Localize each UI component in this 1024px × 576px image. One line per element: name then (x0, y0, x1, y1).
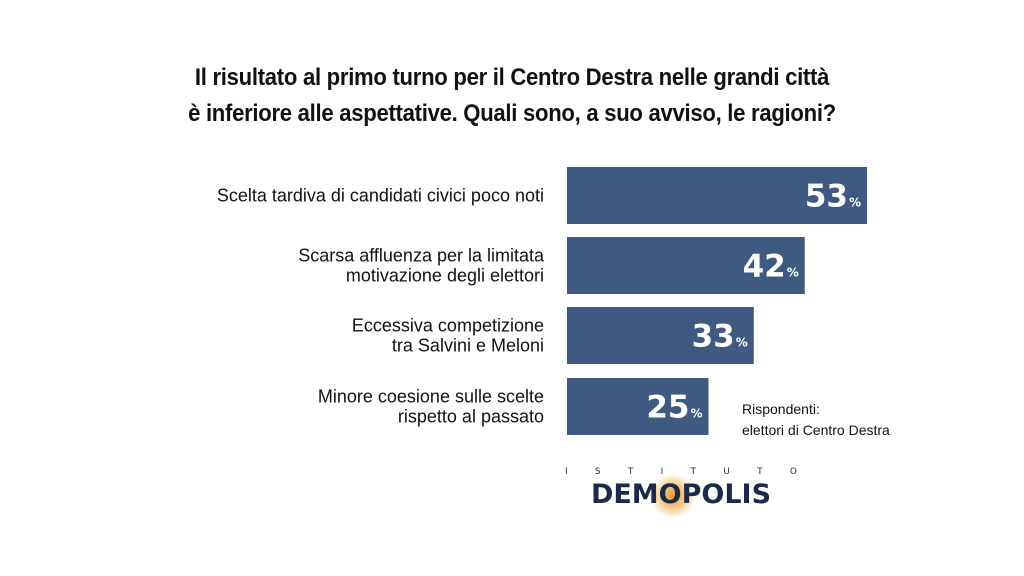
respondents-note-line-2: elettori di Centro Destra (742, 422, 890, 438)
bar-value-unit: % (736, 336, 748, 350)
bar-value-number: 53 (805, 179, 848, 215)
respondents-note-line-1: Rispondenti: (742, 401, 820, 417)
category-label-3: Eccessiva competizione tra Salvini e Melo… (352, 316, 544, 356)
bar-4 (567, 378, 709, 435)
bar-2 (567, 237, 805, 294)
logo-letter: O (789, 467, 797, 477)
demopolis-logo: I S T I T U T O DEMOPOLIS (563, 466, 799, 518)
category-label-line: tra Salvini e Meloni (392, 336, 544, 356)
respondents-note: Rispondenti: elettori di Centro Destra (742, 399, 890, 441)
category-label-2: Scarsa affluenza per la limitata motivazi… (298, 246, 545, 286)
chart-title-line-2: è inferiore alle aspettative. Quali sono… (188, 100, 836, 127)
logo-word: DEMOPOLIS (590, 479, 772, 510)
logo-sun-icon (651, 474, 695, 518)
category-label-line: rispetto al passato (398, 407, 544, 427)
category-label-line: Minore coesione sulle scelte (318, 387, 544, 407)
bar-value-number: 42 (743, 249, 786, 285)
bar-1 (567, 167, 867, 224)
bar-value-unit: % (849, 196, 861, 210)
bar-value-label-1: 53% (805, 179, 861, 215)
logo-letter: S (594, 467, 601, 477)
logo-letter: T (757, 467, 763, 477)
logo-letter: U (723, 467, 730, 477)
logo-letter: I (660, 467, 664, 477)
category-label-1: Scelta tardiva di candidati civici poco … (217, 186, 544, 206)
bar-value-label-2: 42% (743, 249, 799, 285)
logo-letter: T (627, 467, 634, 477)
chart-title: Il risultato al primo turno per il Centr… (41, 60, 983, 132)
chart-title-line-1: Il risultato al primo turno per il Centr… (194, 64, 830, 91)
category-label-4: Minore coesione sulle scelte rispetto al … (318, 387, 544, 427)
bar-value-number: 33 (692, 319, 735, 355)
category-label-line: motivazione degli elettori (346, 266, 544, 286)
logo-letter: I (565, 467, 568, 477)
bar-3 (567, 307, 754, 364)
bar-value-unit: % (690, 407, 702, 421)
category-label-line: Eccessiva competizione (352, 316, 544, 336)
logo-letter: T (690, 467, 697, 477)
bar-value-label-3: 33% (692, 319, 748, 355)
logo-main-text: DEMOPOLIS (563, 474, 799, 518)
bar-value-label-4: 25% (646, 390, 702, 426)
category-label-line: Scelta tardiva di candidati civici poco … (217, 186, 544, 206)
bar-value-number: 25 (646, 390, 689, 426)
bar-value-unit: % (787, 266, 799, 280)
category-label-line: Scarsa affluenza per la limitata (298, 246, 545, 266)
